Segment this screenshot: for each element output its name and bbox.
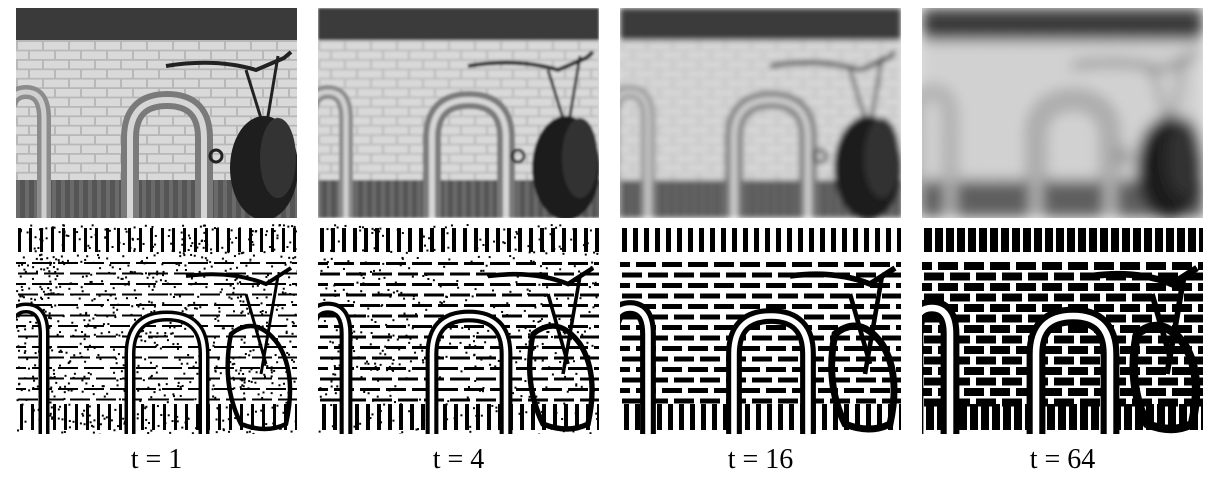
figure-column-4 <box>922 8 1203 434</box>
scale-caption: t = 64 <box>1029 444 1096 475</box>
scale-caption: t = 16 <box>727 444 794 475</box>
binary-edge-map <box>922 224 1203 434</box>
smoothed-photo <box>620 8 901 218</box>
smoothed-photo <box>16 8 297 218</box>
figure-column-3 <box>620 8 901 434</box>
figure-column-1 <box>16 8 297 434</box>
scale-caption: t = 4 <box>432 444 485 475</box>
scale-caption: t = 1 <box>130 444 183 475</box>
binary-edge-map <box>620 224 901 434</box>
binary-edge-map <box>16 224 297 434</box>
smoothed-photo <box>318 8 599 218</box>
figure-column-2 <box>318 8 599 434</box>
binary-edge-map <box>318 224 599 434</box>
smoothed-photo <box>922 8 1203 218</box>
